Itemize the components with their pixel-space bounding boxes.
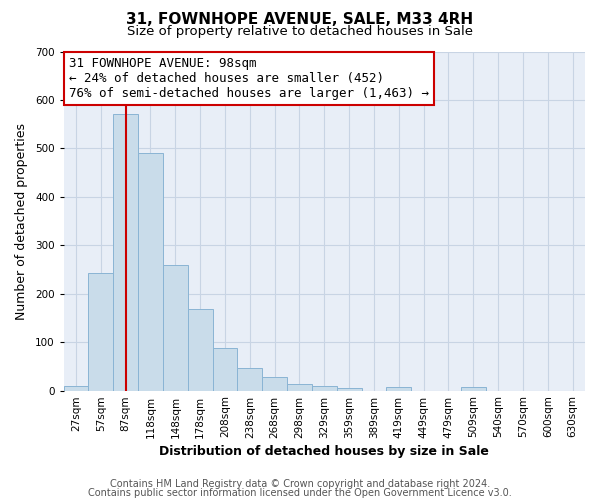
Text: 31 FOWNHOPE AVENUE: 98sqm
← 24% of detached houses are smaller (452)
76% of semi: 31 FOWNHOPE AVENUE: 98sqm ← 24% of detac… xyxy=(69,56,429,100)
Bar xyxy=(113,114,138,390)
X-axis label: Distribution of detached houses by size in Sale: Distribution of detached houses by size … xyxy=(160,444,489,458)
Text: Contains HM Land Registry data © Crown copyright and database right 2024.: Contains HM Land Registry data © Crown c… xyxy=(110,479,490,489)
Bar xyxy=(262,378,287,390)
Y-axis label: Number of detached properties: Number of detached properties xyxy=(15,122,28,320)
Bar xyxy=(188,309,212,390)
Bar xyxy=(386,386,411,390)
Bar xyxy=(238,368,262,390)
Bar xyxy=(88,274,113,390)
Bar xyxy=(64,386,88,390)
Bar xyxy=(461,387,485,390)
Text: Size of property relative to detached houses in Sale: Size of property relative to detached ho… xyxy=(127,25,473,38)
Bar xyxy=(337,388,362,390)
Bar xyxy=(163,264,188,390)
Bar xyxy=(212,348,238,391)
Bar xyxy=(138,153,163,390)
Text: Contains public sector information licensed under the Open Government Licence v3: Contains public sector information licen… xyxy=(88,488,512,498)
Text: 31, FOWNHOPE AVENUE, SALE, M33 4RH: 31, FOWNHOPE AVENUE, SALE, M33 4RH xyxy=(127,12,473,28)
Bar xyxy=(312,386,337,390)
Bar xyxy=(287,384,312,390)
